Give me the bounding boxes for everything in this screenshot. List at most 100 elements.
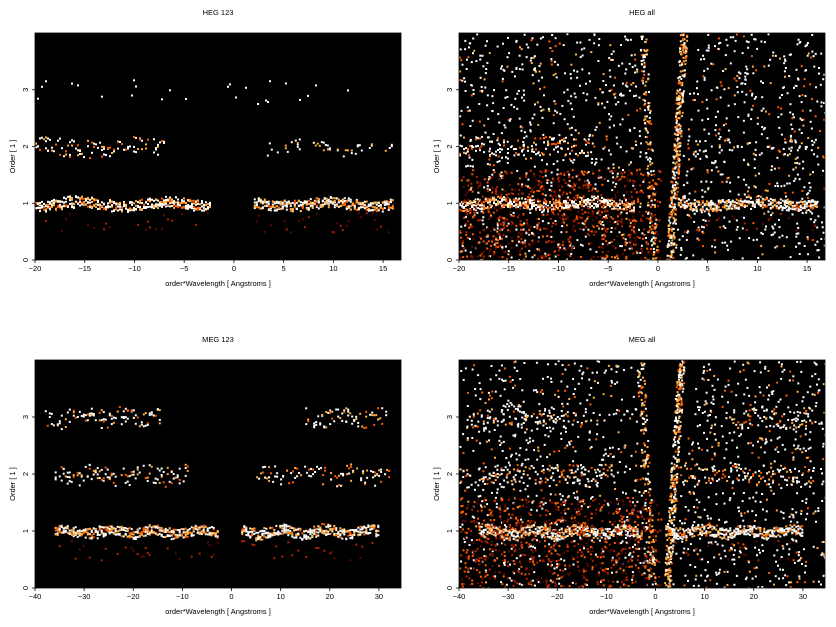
- band-pixel: [810, 149, 813, 152]
- band-pixel: [37, 202, 39, 204]
- background-pixel: [511, 240, 514, 243]
- background-pixel: [729, 190, 732, 193]
- wedge-pixel: [673, 189, 676, 192]
- halo-pixel: [161, 227, 163, 230]
- band-pixel: [35, 146, 37, 149]
- background-pixel: [705, 98, 708, 101]
- band-pixel: [125, 148, 127, 151]
- band-pixel: [138, 527, 141, 530]
- background-pixel: [706, 171, 709, 174]
- band-pixel: [133, 136, 135, 138]
- background-pixel: [489, 155, 491, 158]
- band-pixel: [805, 209, 808, 212]
- band-pixel: [813, 205, 816, 208]
- halo-pixel: [163, 214, 165, 217]
- background-pixel: [601, 183, 604, 186]
- wedge-pixel: [676, 125, 679, 128]
- band-pixel: [567, 142, 569, 144]
- background-pixel: [798, 253, 801, 255]
- glow-pixel: [495, 246, 498, 249]
- band-pixel: [501, 156, 503, 159]
- background-pixel: [633, 127, 636, 130]
- background-pixel: [550, 58, 553, 61]
- band-pixel: [83, 197, 85, 200]
- band-pixel: [633, 206, 635, 209]
- band-pixel: [728, 141, 731, 144]
- glow-pixel: [482, 211, 485, 214]
- halo-pixel: [715, 219, 718, 222]
- background-pixel: [751, 92, 754, 95]
- background-pixel: [802, 160, 805, 163]
- glow-pixel: [633, 180, 636, 183]
- glow-pixel: [564, 171, 567, 174]
- band-pixel: [89, 157, 91, 159]
- band-pixel: [200, 530, 203, 533]
- band-pixel: [679, 201, 682, 204]
- band-pixel: [121, 206, 123, 209]
- background-pixel: [798, 178, 801, 181]
- background-pixel: [470, 94, 473, 97]
- band-pixel: [116, 530, 119, 533]
- background-pixel: [480, 204, 483, 207]
- band-pixel: [173, 204, 175, 207]
- background-pixel: [780, 185, 783, 188]
- glow-pixel: [520, 228, 523, 231]
- band-pixel: [49, 205, 51, 208]
- background-pixel: [804, 45, 807, 48]
- background-pixel: [575, 175, 578, 178]
- band-pixel: [201, 209, 203, 212]
- band-pixel: [791, 201, 794, 204]
- band-pixel: [77, 84, 79, 87]
- band-pixel: [85, 197, 87, 200]
- glow-pixel: [576, 198, 579, 201]
- wedge-pixel: [681, 63, 684, 66]
- band-pixel: [79, 199, 81, 202]
- glow-pixel: [481, 195, 484, 198]
- glow-pixel: [552, 198, 554, 201]
- band-pixel: [717, 200, 720, 203]
- background-pixel: [687, 128, 690, 131]
- band-pixel: [349, 200, 352, 203]
- background-pixel: [707, 33, 710, 36]
- band-pixel: [585, 155, 587, 158]
- band-pixel: [143, 204, 145, 207]
- band-pixel: [162, 536, 165, 538]
- wedge-pixel: [673, 232, 676, 234]
- glow-pixel: [587, 215, 590, 218]
- background-pixel: [731, 149, 734, 152]
- background-pixel: [469, 125, 472, 127]
- glow-pixel: [544, 240, 547, 243]
- x-axis-label: order*Wavelength [ Angstroms ]: [165, 279, 271, 288]
- band-pixel: [187, 204, 189, 207]
- wedge-pixel: [670, 235, 673, 238]
- glow-pixel: [563, 190, 566, 193]
- band-pixel: [189, 205, 191, 208]
- background-pixel: [531, 195, 534, 198]
- background-pixel: [461, 63, 464, 66]
- band-pixel: [361, 202, 364, 205]
- background-pixel: [609, 75, 612, 78]
- band-pixel: [617, 202, 619, 205]
- band-pixel: [501, 148, 503, 151]
- background-pixel: [517, 183, 520, 186]
- band-pixel: [713, 203, 716, 206]
- band-pixel: [367, 203, 370, 206]
- glow-pixel: [645, 217, 648, 220]
- wedge-pixel: [654, 198, 656, 201]
- band-pixel: [369, 202, 372, 205]
- glow-pixel: [591, 169, 594, 172]
- background-pixel: [620, 211, 623, 214]
- background-pixel: [711, 245, 714, 248]
- glow-pixel: [621, 222, 624, 225]
- band-pixel: [83, 204, 85, 206]
- band-pixel: [56, 532, 59, 535]
- band-pixel: [67, 144, 69, 147]
- band-pixel: [109, 205, 111, 208]
- wedge-pixel: [644, 115, 647, 118]
- halo-pixel: [733, 218, 736, 221]
- background-pixel: [792, 113, 794, 116]
- wedge-pixel: [655, 218, 658, 221]
- background-pixel: [807, 192, 810, 195]
- band-pixel: [465, 203, 467, 206]
- background-pixel: [750, 118, 753, 121]
